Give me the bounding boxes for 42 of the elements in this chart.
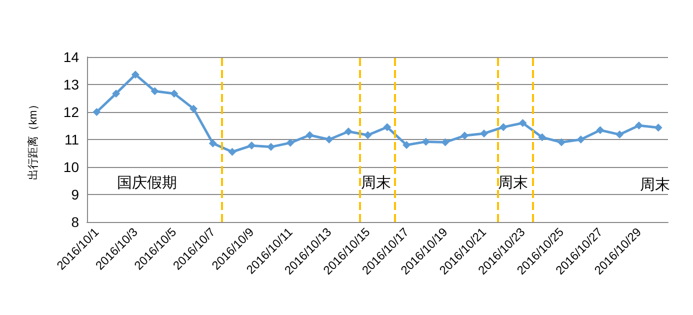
point <box>654 124 662 132</box>
point <box>170 90 178 98</box>
point <box>306 131 314 140</box>
point <box>112 90 120 98</box>
point <box>286 138 294 147</box>
y-tick-label: 9 <box>71 186 80 202</box>
point <box>208 139 217 148</box>
point <box>325 136 334 144</box>
annotation: 周末 <box>640 176 670 194</box>
point <box>480 129 488 138</box>
y-axis-title: 出行距离（km） <box>26 99 40 180</box>
point <box>538 133 546 142</box>
y-tick-label: 11 <box>64 132 80 148</box>
point <box>634 121 643 130</box>
point <box>616 130 624 139</box>
annotation: 国庆假期 <box>117 174 177 192</box>
point <box>364 131 372 140</box>
point <box>248 142 256 150</box>
y-tick-label: 10 <box>63 159 80 175</box>
point <box>441 138 450 146</box>
point <box>266 142 275 151</box>
point <box>344 128 352 136</box>
y-tick-label: 14 <box>63 49 80 65</box>
point <box>596 126 604 134</box>
point <box>150 87 159 96</box>
point <box>422 138 430 146</box>
point <box>499 123 508 132</box>
point <box>383 123 392 132</box>
point <box>518 119 527 127</box>
point <box>228 148 236 156</box>
point <box>92 108 101 116</box>
point <box>460 132 469 140</box>
y-tick-label: 8 <box>71 214 80 230</box>
point <box>131 70 140 79</box>
y-tick-label: 12 <box>63 104 80 120</box>
point <box>402 141 411 149</box>
point <box>190 104 198 113</box>
y-tick-label: 13 <box>63 76 80 92</box>
point <box>557 138 566 146</box>
point <box>576 136 585 144</box>
annotation: 周末 <box>498 174 528 192</box>
annotation: 周末 <box>361 174 391 192</box>
